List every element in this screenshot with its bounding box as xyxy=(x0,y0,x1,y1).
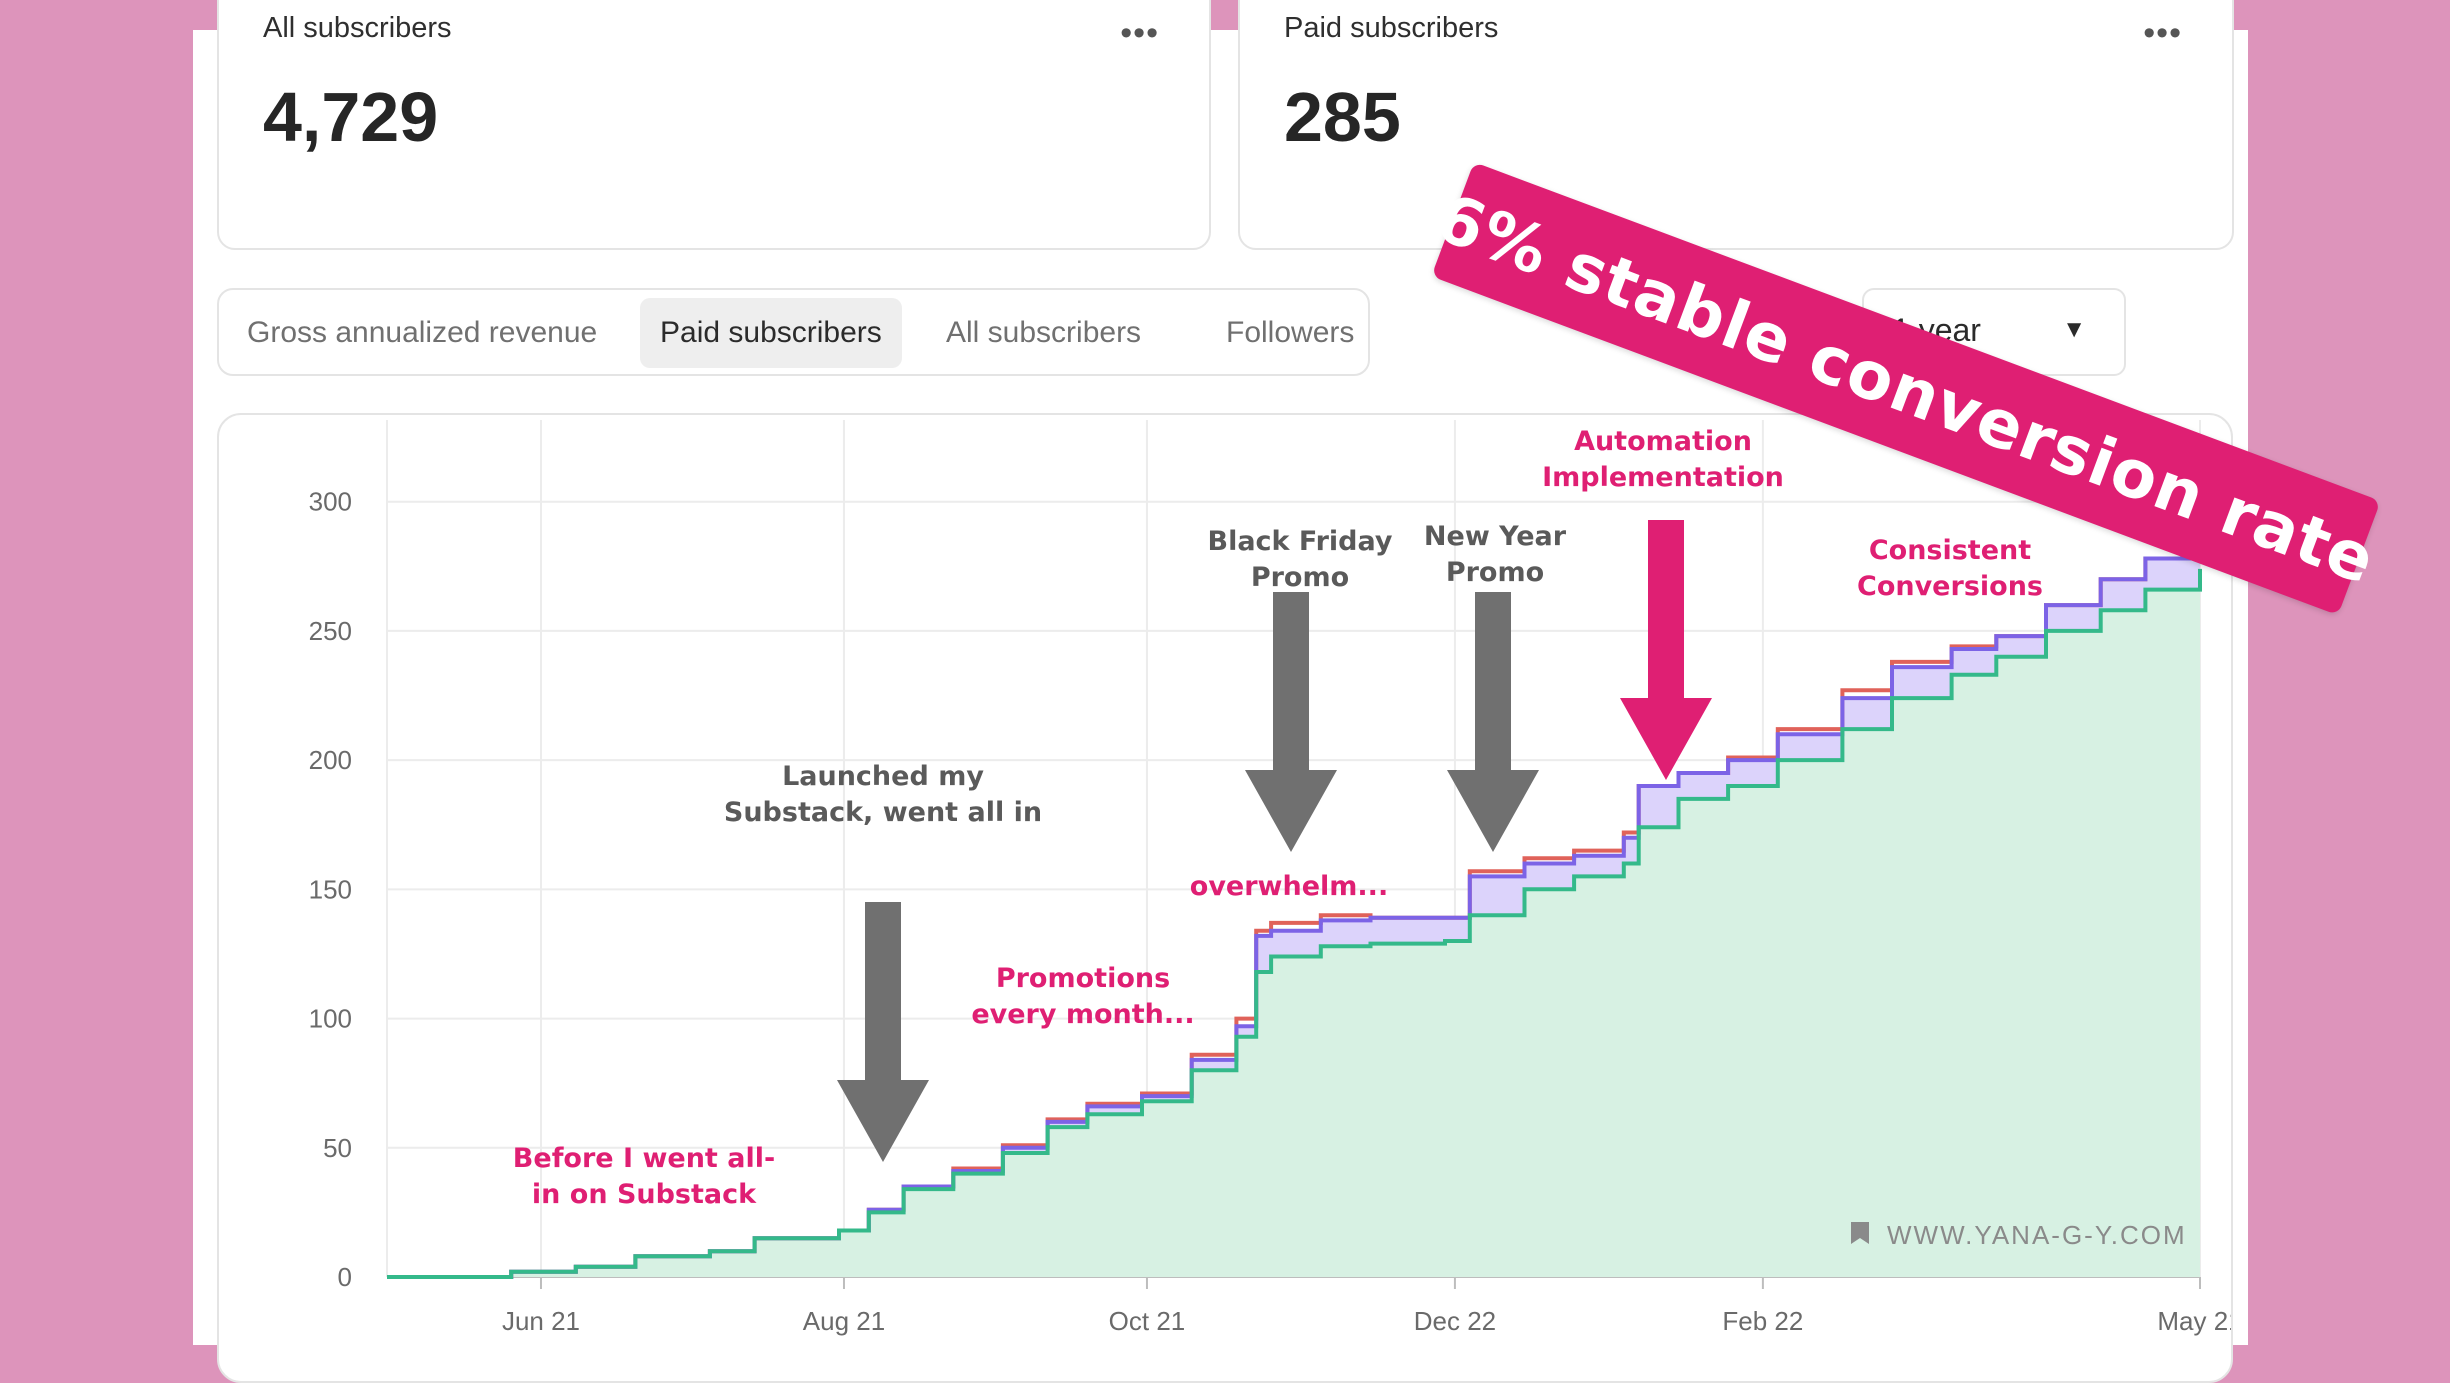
card-title: All subscribers xyxy=(263,12,452,44)
annotation-text: Automation xyxy=(1574,426,1752,457)
arrow-black-friday xyxy=(1245,592,1337,852)
subscriber-chart: 0 50 100 150 200 250 300 Jun 21 Aug 21 Oct 21 Dec … xyxy=(309,420,2231,1336)
tab-all-subscribers[interactable]: All subscribers xyxy=(946,316,1142,349)
annotation-text: overwhelm... xyxy=(1190,871,1388,902)
annotation-text: Promo xyxy=(1446,557,1544,588)
annotation-text: Black Friday xyxy=(1207,526,1392,557)
green-area xyxy=(387,568,2200,1277)
x-tick-label: Oct 21 xyxy=(1109,1306,1186,1336)
annotation-text: every month... xyxy=(971,999,1194,1030)
annotation-text: Conversions xyxy=(1857,571,2043,602)
x-tick-label: Dec 22 xyxy=(1414,1306,1496,1336)
metric-tabs: Gross annualized revenue Paid subscriber… xyxy=(217,288,1370,376)
annotation-text: Promotions xyxy=(996,963,1170,994)
more-icon[interactable]: ••• xyxy=(2143,14,2182,52)
arrow-new-year xyxy=(1447,592,1539,852)
card-value: 4,729 xyxy=(263,78,439,156)
arrow-automation xyxy=(1620,520,1712,780)
x-tick-label: May 21 xyxy=(2157,1306,2231,1336)
card-value: 285 xyxy=(1284,78,1401,156)
bookmark-icon xyxy=(1851,1222,1869,1244)
arrow-launch xyxy=(837,902,929,1162)
annotation-text: in on Substack xyxy=(532,1179,757,1210)
tab-gross-annualized-revenue[interactable]: Gross annualized revenue xyxy=(247,316,598,349)
y-tick-label: 150 xyxy=(309,874,352,904)
card-title: Paid subscribers xyxy=(1284,12,1499,44)
paid-subscribers-card[interactable]: Paid subscribers 285 ••• xyxy=(1238,0,2234,250)
y-tick-label: 200 xyxy=(309,745,352,775)
x-tick-label: Aug 21 xyxy=(803,1306,885,1336)
y-tick-label: 100 xyxy=(309,1004,352,1034)
x-tick-label: Feb 22 xyxy=(1722,1306,1803,1336)
series-line-green xyxy=(387,568,2202,1279)
chart-card: 0 50 100 150 200 250 300 Jun 21 Aug 21 Oct 21 Dec … xyxy=(217,413,2233,1383)
annotation-text: Launched my xyxy=(782,761,984,792)
all-subscribers-card[interactable]: All subscribers 4,729 ••• xyxy=(217,0,1211,250)
annotation-text: New Year xyxy=(1424,521,1567,552)
x-tick-label: Jun 21 xyxy=(502,1306,580,1336)
annotation-text: Implementation xyxy=(1542,462,1784,493)
annotation-text: Consistent xyxy=(1869,535,2031,566)
y-tick-label: 0 xyxy=(338,1262,352,1292)
tab-paid-subscribers[interactable]: Paid subscribers xyxy=(640,298,902,368)
y-tick-label: 50 xyxy=(323,1133,352,1163)
y-tick-label: 300 xyxy=(309,487,352,517)
tab-followers[interactable]: Followers xyxy=(1226,316,1355,349)
more-icon[interactable]: ••• xyxy=(1120,14,1159,52)
annotation-text: Substack, went all in xyxy=(724,797,1042,828)
y-tick-label: 250 xyxy=(309,616,352,646)
annotation-text: Promo xyxy=(1251,562,1349,593)
annotation-text: Before I went all- xyxy=(513,1143,775,1174)
watermark: WWW.YANA-G-Y.COM xyxy=(1887,1220,2187,1250)
caret-down-icon: ▼ xyxy=(2062,316,2086,343)
